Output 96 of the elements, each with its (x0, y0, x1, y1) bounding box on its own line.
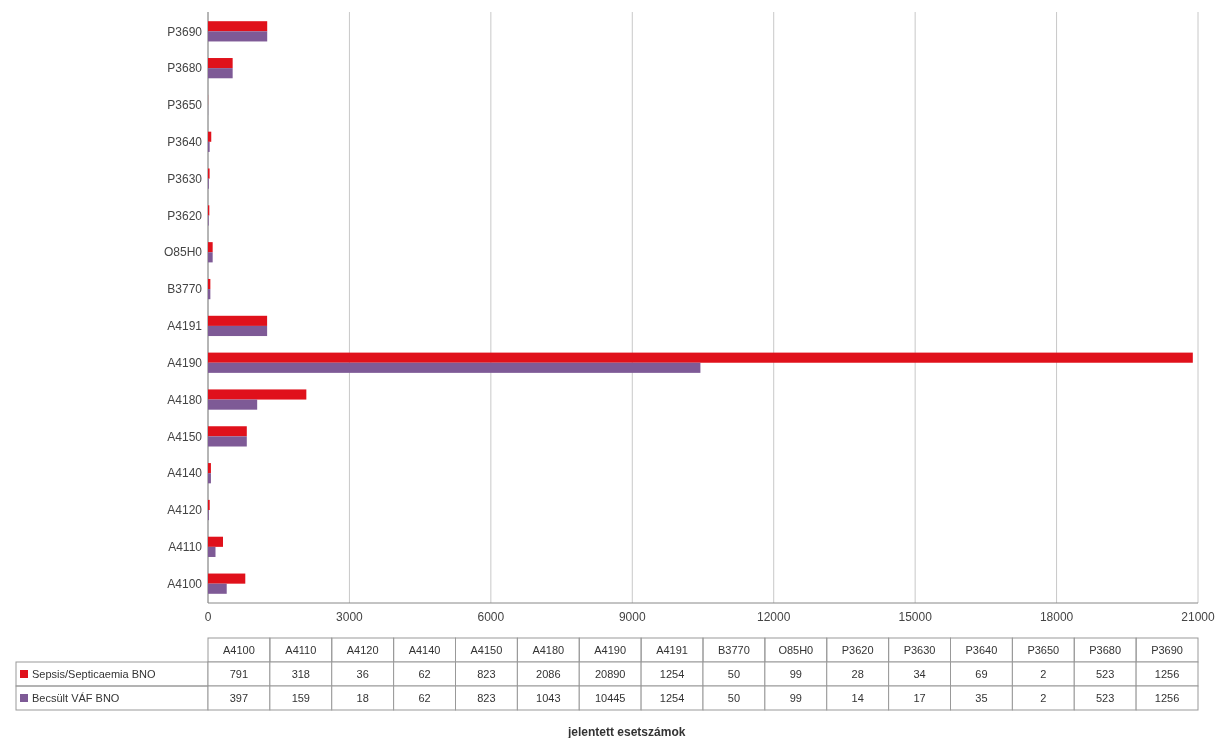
bar (208, 131, 212, 142)
x-tick-label: A4100 (223, 643, 255, 656)
data-label: 397 (229, 691, 249, 704)
data-label: 34 (913, 667, 926, 680)
data-label: 523 (1096, 691, 1115, 704)
x-tick-label: A4191 (656, 643, 688, 656)
y-tick-label: B3770 (167, 282, 203, 297)
x-tick-label: P3630 (903, 643, 936, 656)
x-tick-label: A4110 (285, 643, 317, 656)
data-label: 69 (975, 667, 988, 680)
x-tick-label: P3680 (1089, 643, 1122, 656)
bar (208, 389, 307, 400)
bar (208, 58, 233, 69)
bar (208, 583, 227, 594)
x-tick-label: B3770 (718, 643, 750, 656)
data-label: 1254 (659, 691, 685, 704)
x-tick-label: P3620 (841, 643, 874, 656)
data-label: 791 (229, 667, 249, 680)
x-tick-label: 12000 (757, 610, 791, 624)
x-tick-label: P3650 (1027, 643, 1060, 656)
data-label: 1256 (1154, 691, 1180, 704)
bar (208, 546, 216, 557)
bar (208, 436, 247, 447)
bar (208, 315, 268, 326)
x-tick-label: 3000 (336, 610, 364, 624)
x-tick-label: P3690 (1151, 643, 1183, 656)
data-label: 18 (356, 691, 369, 704)
bar (208, 463, 211, 474)
data-label: 62 (418, 667, 431, 680)
x-tick-label: 0 (204, 610, 212, 624)
bar (208, 31, 268, 42)
data-label: 28 (851, 667, 864, 680)
bar (208, 362, 701, 373)
y-tick-label: A4191 (167, 319, 203, 334)
x-tick-label: A4180 (532, 643, 565, 656)
x-tick-label: P3640 (965, 643, 998, 656)
x-tick-label: 15000 (898, 610, 933, 624)
data-label: 36 (356, 667, 369, 680)
data-label: 823 (477, 691, 496, 704)
y-tick-label: P3680 (167, 61, 203, 76)
x-tick-label: A4140 (408, 643, 441, 656)
y-tick-label: P3690 (167, 24, 203, 39)
y-tick-label: A4140 (167, 466, 203, 481)
x-tick-label: A4190 (594, 643, 627, 656)
y-tick-label: A4180 (167, 392, 203, 407)
y-tick-label: P3640 (167, 135, 203, 149)
y-tick-label: O85H0 (163, 245, 203, 260)
data-label: 14 (851, 691, 864, 704)
y-tick-label: A4100 (167, 576, 203, 591)
y-tick-label: A4110 (168, 540, 203, 555)
y-tick-label: Becsült VÁF BNO (32, 691, 120, 704)
y-tick-label: P3620 (167, 208, 203, 223)
x-tick-label: 6000 (477, 610, 505, 624)
bar (208, 68, 233, 79)
data-label: 99 (789, 667, 802, 680)
data-label: 20890 (594, 667, 626, 680)
data-label: 50 (727, 667, 741, 680)
data-label: 2086 (536, 667, 561, 680)
y-tick-label: A4120 (167, 503, 203, 518)
bar (208, 473, 211, 484)
x-tick-label: 18000 (1039, 610, 1074, 624)
data-label: 2 (1040, 691, 1047, 704)
data-label: 318 (291, 667, 310, 680)
y-tick-label: Sepsis/Septicaemia BNO (32, 667, 156, 680)
y-tick-label: P3650 (167, 98, 203, 113)
data-label: 1043 (536, 691, 561, 704)
x-tick-label: A4150 (470, 643, 503, 656)
bar (208, 399, 258, 410)
data-label: 523 (1096, 667, 1115, 680)
bar (208, 242, 213, 253)
bar (208, 426, 247, 437)
x-tick-label: A4120 (346, 643, 379, 656)
x-tick-label: 21000 (1181, 610, 1216, 624)
data-label: 17 (913, 691, 926, 704)
bar (208, 573, 246, 584)
x-tick-label: O85H0 (778, 643, 814, 656)
bar (208, 252, 213, 263)
data-label: 1254 (659, 667, 685, 680)
bar (208, 325, 268, 337)
y-tick-label: P3630 (167, 171, 203, 186)
data-label: 159 (291, 691, 310, 704)
data-label: 10445 (594, 691, 626, 704)
data-label: 35 (975, 691, 988, 704)
y-tick-label: A4150 (167, 429, 203, 444)
data-label: 50 (727, 691, 741, 704)
bar (208, 536, 223, 547)
data-label: 1256 (1154, 667, 1180, 680)
data-label: 2 (1040, 667, 1047, 680)
data-label: 823 (477, 667, 496, 680)
bar (208, 352, 1193, 363)
text: jelentett esetszámok (567, 725, 686, 738)
y-tick-label: A4190 (167, 355, 203, 370)
data-label: 99 (789, 691, 802, 704)
bar (208, 21, 268, 32)
data-label: 62 (418, 691, 431, 704)
x-tick-label: 9000 (618, 610, 646, 624)
